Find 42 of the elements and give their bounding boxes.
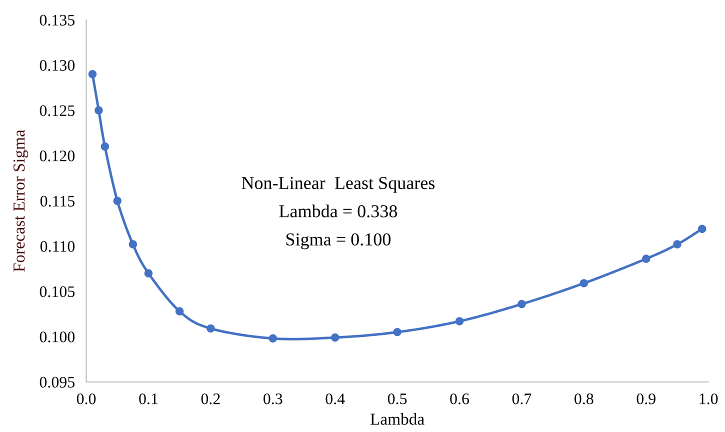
annotation: Lambda = 0.338 — [279, 204, 398, 218]
x-tick-label: 0.5 — [388, 393, 407, 404]
y-tick-label: 0.125 — [40, 105, 75, 116]
y-tick-label: 0.095 — [40, 376, 75, 388]
x-tick-label: 0.7 — [512, 393, 532, 404]
point — [393, 328, 402, 336]
point — [100, 142, 110, 151]
x-tick-label: 0.1 — [139, 393, 158, 404]
point — [206, 324, 215, 333]
x-tick-label: 0.6 — [450, 393, 470, 404]
point — [455, 317, 464, 326]
y-tick-label: 0.130 — [40, 60, 75, 71]
y-tick-label: 0.115 — [40, 196, 75, 207]
point — [268, 334, 278, 343]
point — [128, 240, 138, 248]
x-tick-label: 0.3 — [264, 393, 282, 404]
annotation: Non-Linear Least Squares — [242, 176, 435, 193]
point — [88, 70, 97, 78]
point — [698, 224, 706, 234]
y-tick-label: 0.135 — [40, 14, 75, 26]
point — [330, 333, 340, 342]
point — [175, 307, 184, 316]
point — [642, 254, 650, 263]
y-tick-label: 0.110 — [40, 241, 75, 252]
x-tick-label: 0.9 — [636, 393, 656, 404]
x-tick-label: 0.2 — [201, 393, 220, 404]
point — [673, 240, 682, 248]
annotation: Sigma = 0.100 — [286, 233, 391, 250]
x-axis-title: Lambda — [370, 413, 424, 425]
point — [518, 300, 526, 308]
x-tick-label: 0.0 — [76, 393, 96, 404]
point — [144, 269, 153, 278]
y-axis-title: Forecast Error Sigma — [13, 130, 28, 272]
x-tick-label: 0.8 — [574, 393, 594, 404]
point — [580, 279, 588, 288]
y-tick-label: 0.105 — [40, 286, 75, 298]
x-tick-label: 0.4 — [326, 393, 345, 404]
point — [113, 196, 122, 206]
x-tick-label: 1.0 — [700, 393, 718, 404]
y-tick-label: 0.120 — [40, 150, 75, 162]
y-tick-label: 0.100 — [40, 332, 75, 342]
point — [94, 106, 103, 115]
